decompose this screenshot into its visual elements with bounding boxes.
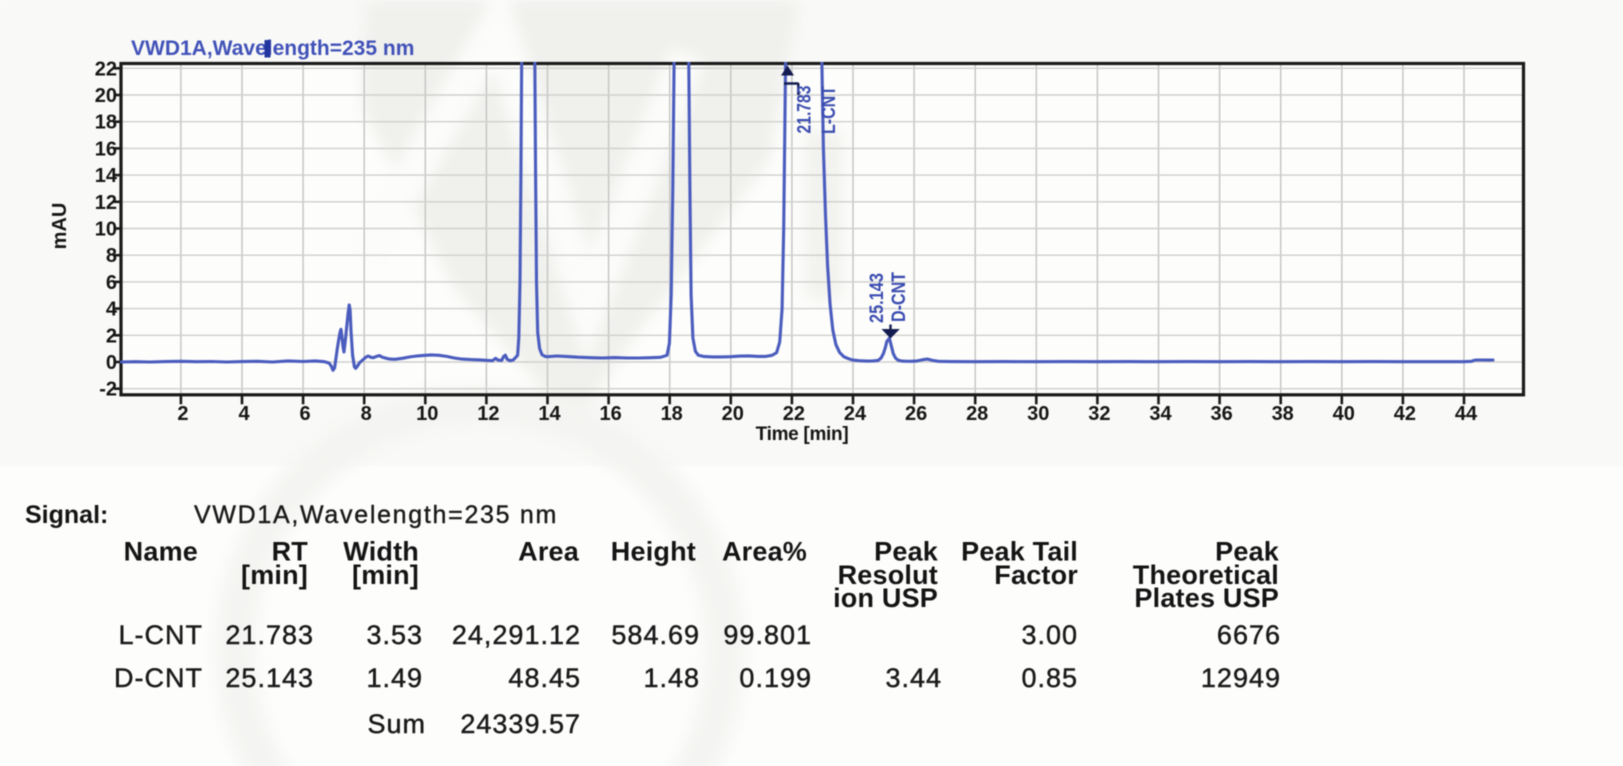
- svg-text:26: 26: [905, 403, 927, 425]
- svg-text:-2: -2: [99, 379, 117, 401]
- svg-text:[min]: [min]: [352, 560, 419, 590]
- svg-text:2: 2: [177, 403, 188, 425]
- svg-text:14: 14: [538, 403, 561, 425]
- svg-text:Name: Name: [124, 537, 198, 567]
- svg-text:18: 18: [95, 112, 117, 134]
- svg-text:38: 38: [1272, 403, 1294, 425]
- svg-text:36: 36: [1210, 403, 1232, 425]
- svg-text:99.801: 99.801: [723, 620, 812, 650]
- svg-text:34: 34: [1149, 403, 1172, 425]
- svg-text:42: 42: [1394, 403, 1416, 425]
- svg-text:3.00: 3.00: [1021, 620, 1078, 650]
- svg-text:22: 22: [95, 58, 117, 80]
- svg-text:21.783: 21.783: [225, 620, 314, 650]
- svg-text:12: 12: [95, 192, 117, 214]
- svg-text:0.199: 0.199: [739, 663, 812, 693]
- svg-text:18: 18: [661, 403, 683, 425]
- svg-text:L-CNT: L-CNT: [119, 620, 204, 650]
- svg-text:Resolut: Resolut: [838, 560, 938, 590]
- svg-text:Area%: Area%: [722, 537, 807, 567]
- svg-text:0.85: 0.85: [1021, 663, 1078, 693]
- svg-text:0: 0: [106, 352, 117, 374]
- svg-text:L-CNT: L-CNT: [819, 86, 840, 134]
- svg-text:D-CNT: D-CNT: [114, 663, 203, 693]
- svg-text:14: 14: [95, 165, 118, 187]
- svg-text:Plates USP: Plates USP: [1134, 583, 1279, 613]
- svg-text:25.143: 25.143: [225, 663, 314, 693]
- svg-text:28: 28: [966, 403, 988, 425]
- svg-text:22: 22: [783, 403, 805, 425]
- svg-text:16: 16: [599, 403, 621, 425]
- svg-text:4: 4: [106, 299, 118, 321]
- svg-text:Peak: Peak: [874, 537, 939, 567]
- svg-text:3.44: 3.44: [885, 663, 942, 693]
- svg-text:40: 40: [1333, 403, 1355, 425]
- svg-text:48.45: 48.45: [508, 663, 581, 693]
- svg-text:10: 10: [95, 219, 117, 241]
- svg-text:584.69: 584.69: [611, 620, 700, 650]
- svg-text:D-CNT: D-CNT: [889, 272, 910, 322]
- svg-text:4: 4: [238, 403, 250, 425]
- svg-text:Peak Tail: Peak Tail: [961, 537, 1078, 567]
- svg-text:Time [min]: Time [min]: [756, 424, 849, 445]
- svg-text:12: 12: [477, 403, 499, 425]
- svg-text:Area: Area: [518, 537, 580, 567]
- svg-text:10: 10: [416, 403, 438, 425]
- svg-text:24: 24: [844, 403, 867, 425]
- svg-text:6: 6: [300, 403, 311, 425]
- svg-text:16: 16: [95, 138, 117, 160]
- svg-text:20: 20: [722, 403, 744, 425]
- svg-text:Factor: Factor: [994, 560, 1078, 590]
- svg-text:Theoretical: Theoretical: [1133, 560, 1279, 590]
- svg-text:1.48: 1.48: [643, 663, 700, 693]
- svg-text:Height: Height: [611, 537, 696, 567]
- svg-text:8: 8: [106, 245, 117, 267]
- svg-text:VWD1A,Wavelength=235 nm: VWD1A,Wavelength=235 nm: [131, 37, 414, 60]
- svg-text:24,291.12: 24,291.12: [452, 620, 581, 650]
- svg-text:1.49: 1.49: [366, 663, 423, 693]
- svg-text:25.143: 25.143: [867, 273, 888, 323]
- svg-text:VWD1A,Wavelength=235 nm: VWD1A,Wavelength=235 nm: [194, 501, 558, 529]
- svg-text:RT: RT: [272, 537, 309, 567]
- svg-text:30: 30: [1027, 403, 1049, 425]
- svg-text:Width: Width: [343, 537, 419, 567]
- svg-text:24339.57: 24339.57: [460, 709, 581, 739]
- svg-text:12949: 12949: [1201, 663, 1281, 693]
- svg-text:32: 32: [1088, 403, 1110, 425]
- svg-text:20: 20: [95, 85, 117, 107]
- svg-text:Signal:: Signal:: [25, 501, 108, 529]
- svg-text:ion USP: ion USP: [833, 583, 938, 613]
- svg-text:6: 6: [106, 272, 117, 294]
- svg-text:Sum: Sum: [367, 709, 426, 739]
- svg-text:6676: 6676: [1217, 620, 1281, 650]
- svg-text:44: 44: [1455, 403, 1478, 425]
- svg-text:21.783: 21.783: [795, 86, 816, 134]
- svg-text:mAU: mAU: [49, 203, 71, 250]
- svg-text:2: 2: [106, 325, 117, 347]
- svg-text:3.53: 3.53: [366, 620, 423, 650]
- svg-text:[min]: [min]: [241, 560, 308, 590]
- svg-text:8: 8: [361, 403, 372, 425]
- svg-text:Peak: Peak: [1215, 537, 1280, 567]
